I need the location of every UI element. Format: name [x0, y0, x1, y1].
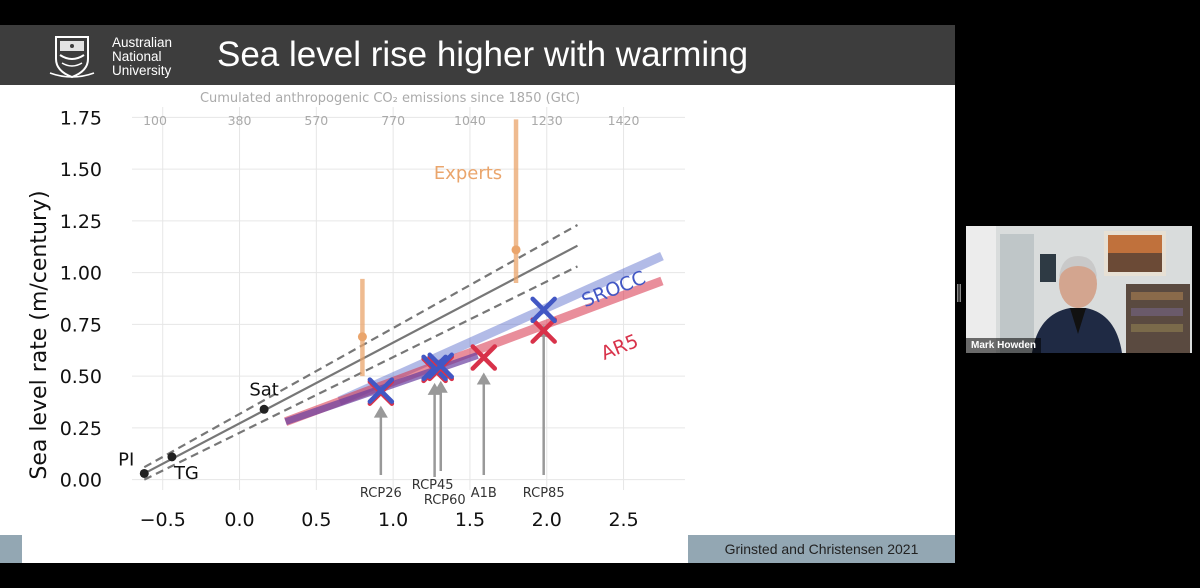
x-tick-label: 0.0	[224, 509, 254, 531]
scenario-label: RCP26	[360, 486, 402, 501]
x-tick-label: 2.0	[532, 509, 562, 531]
scenario-label: RCP60	[424, 493, 466, 508]
slide-header: Australian National University Sea level…	[0, 25, 955, 85]
scenario-arrowhead	[476, 372, 491, 385]
srocc-scenario-marker	[530, 296, 557, 324]
srocc-scenario-marker	[421, 354, 448, 382]
panel-resize-handle[interactable]	[957, 284, 961, 302]
y-tick-label: 0.75	[60, 314, 102, 336]
top-axis-label: Cumulated anthropogenic CO₂ emissions si…	[200, 91, 580, 106]
expert-point	[357, 332, 367, 342]
observation-point	[139, 468, 149, 478]
observation-label: Sat	[249, 379, 279, 400]
observation-point	[167, 452, 177, 462]
y-tick-label: 1.75	[60, 107, 102, 129]
video-frame	[966, 226, 1192, 353]
y-tick-label: 0.50	[60, 366, 102, 388]
sea-level-chart: 0.00 0.25 0.50 0.75 1.00 1.25 1.50 1.75 −0.5 0.0 0…	[27, 91, 685, 531]
scenario-arrowhead	[433, 380, 448, 393]
x-tick-label: 1.0	[378, 509, 408, 531]
ar5-scenario-marker	[470, 344, 498, 371]
y-tick-label: 0.00	[60, 470, 102, 492]
x-tick-label: 2.5	[608, 509, 638, 531]
top-tick-label: 770	[381, 113, 405, 128]
expert-point	[511, 245, 521, 255]
top-tick-label: 1040	[454, 113, 486, 128]
scenario-arrowhead	[373, 405, 388, 418]
logo-line: University	[112, 63, 172, 78]
y-tick-label: 0.25	[60, 418, 102, 440]
participant-name: Mark Howden	[966, 338, 1042, 353]
anu-logo: Australian National University	[48, 33, 188, 79]
scenario-label: RCP85	[523, 486, 565, 501]
participant-video[interactable]: Mark Howden	[966, 226, 1192, 353]
anu-crest-icon	[49, 36, 95, 79]
logo-line: National	[112, 49, 162, 64]
top-tick-label: 100	[143, 113, 167, 128]
observation-label: PI	[118, 449, 134, 470]
logo-text: Australian National University	[112, 36, 172, 78]
y-axis-label: Sea level rate (m/century)	[27, 190, 52, 479]
logo-line: Australian	[112, 35, 173, 50]
top-tick-label: 1230	[531, 113, 563, 128]
observation-point	[259, 404, 269, 414]
y-tick-label: 1.25	[60, 211, 102, 233]
footer-bar	[0, 535, 22, 563]
x-tick-label: −0.5	[140, 509, 186, 531]
observation-label: TG	[173, 463, 199, 484]
ar5-label: AR5	[598, 330, 642, 365]
citation: Grinsted and Christensen 2021	[688, 535, 955, 563]
y-tick-label: 1.50	[60, 159, 102, 181]
ar5-scenario-marker	[530, 317, 557, 344]
scenario-label: A1B	[471, 486, 497, 501]
slide: Australian National University Sea level…	[0, 25, 955, 563]
slide-title: Sea level rise higher with warming	[217, 35, 749, 74]
x-tick-label: 0.5	[301, 509, 331, 531]
top-tick-label: 1420	[608, 113, 640, 128]
top-tick-label: 570	[304, 113, 328, 128]
srocc-scenario-marker	[367, 377, 395, 404]
scenario-label: RCP45	[412, 478, 454, 493]
y-tick-label: 1.00	[60, 263, 102, 285]
experts-label: Experts	[434, 163, 502, 184]
x-tick-label: 1.5	[455, 509, 485, 531]
srocc-scenario-marker	[427, 352, 455, 380]
top-tick-label: 380	[228, 113, 252, 128]
